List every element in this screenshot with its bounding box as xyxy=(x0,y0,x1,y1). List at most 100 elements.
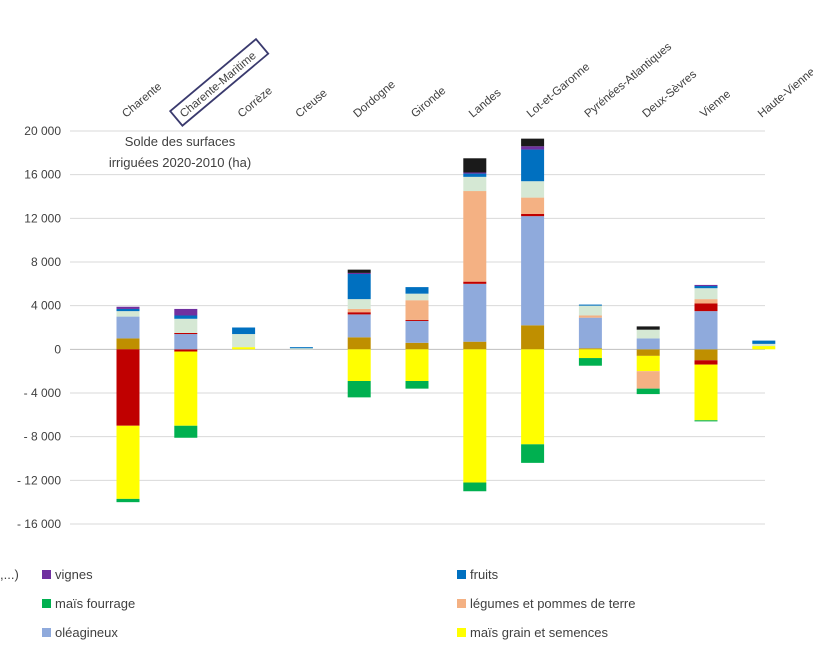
y-tick-label: - 8 000 xyxy=(24,430,62,444)
bar-segment-maraichage xyxy=(347,312,371,315)
y-tick-label: - 16 000 xyxy=(17,517,61,531)
category-label: Landes xyxy=(467,87,504,121)
legend-item-legumes: légumes et pommes de terre xyxy=(457,596,635,611)
bar-segment-mais_fourrage xyxy=(405,380,429,389)
bar-segment-mais_fourrage xyxy=(521,444,545,463)
bar-segment-mais_grain xyxy=(174,351,198,426)
bar-segment-ble xyxy=(116,338,140,350)
bar-segment-fruits xyxy=(578,304,602,306)
bar-segment-autres xyxy=(463,158,487,173)
y-tick-label: 0 xyxy=(54,342,61,356)
bar-segment-mais_grain xyxy=(405,349,429,381)
bar-segment-mais_fourrage xyxy=(116,498,140,503)
bar-segment-prairies xyxy=(636,329,660,339)
legend-swatch xyxy=(457,628,466,637)
legend-item-oleagineux: oléagineux xyxy=(42,625,118,640)
legend-swatch xyxy=(457,599,466,608)
category-label: Gironde xyxy=(409,85,448,120)
highlight-box xyxy=(168,37,270,127)
bar-segment-vignes xyxy=(116,306,140,309)
bar-segment-maraichage xyxy=(463,281,487,284)
bar-segment-vignes xyxy=(174,308,198,316)
category-label: Corrèze xyxy=(236,85,275,120)
y-tick-label: 20 000 xyxy=(24,124,61,138)
bar-segment-prairies xyxy=(347,299,371,309)
legend-label: fruits xyxy=(470,567,499,582)
bar-segment-oleagineux xyxy=(116,316,140,339)
legend-item-mais-fourrage: maïs fourrage xyxy=(42,596,135,611)
bar-segment-fruits xyxy=(694,286,718,289)
category-label: Vienne xyxy=(698,88,733,120)
legend-label: ,...) xyxy=(0,567,19,582)
legend-item-truncated: ,...) xyxy=(0,567,19,582)
legend-item-mais-grain: maïs grain et semences xyxy=(457,625,608,640)
legend-item-fruits: fruits xyxy=(457,567,498,582)
bar-segment-oleagineux xyxy=(694,311,718,350)
bar-segment-oleagineux xyxy=(578,317,602,349)
bar-segment-oleagineux xyxy=(347,314,371,338)
bar-segment-fruits xyxy=(174,315,198,319)
chart-annotation: Solde des surfaces xyxy=(125,134,236,149)
bar-segment-prairies xyxy=(578,305,602,316)
bar-segment-prairies xyxy=(521,181,545,198)
bar-segment-maraichage xyxy=(405,319,429,321)
bar-segment-oleagineux xyxy=(636,338,660,350)
legend-label: vignes xyxy=(55,567,93,582)
bar-segment-vignes xyxy=(694,284,718,287)
bar-segment-prairies xyxy=(232,334,256,348)
bar-segment-mais_grain xyxy=(463,349,487,483)
legend-swatch xyxy=(42,570,51,579)
bar-segment-legumes xyxy=(578,315,602,318)
bar-segment-mais_grain xyxy=(232,347,256,350)
bar-segment-mais_grain xyxy=(521,349,545,445)
bar-segment-autres xyxy=(521,138,545,147)
highlight-rect xyxy=(168,37,270,127)
legend-label: légumes et pommes de terre xyxy=(470,596,636,611)
bar-segment-mais_fourrage xyxy=(636,388,660,395)
legend-swatch xyxy=(42,628,51,637)
category-label: Creuse xyxy=(294,87,330,120)
category-label: Charente xyxy=(120,81,164,121)
bar-segment-mais_fourrage xyxy=(174,425,198,438)
legend: ,...) vignes fruits maïs fourrage légume… xyxy=(0,563,813,643)
y-tick-label: 12 000 xyxy=(24,211,61,225)
bar-segment-prairies xyxy=(463,176,487,192)
bar-segment-autres xyxy=(636,326,660,330)
chart-annotation: irriguées 2020-2010 (ha) xyxy=(109,155,251,170)
bar-segment-ble xyxy=(636,349,660,356)
bar-segment-mais_grain xyxy=(347,349,371,381)
bar-segment-oleagineux xyxy=(174,334,198,350)
bar-segment-maraichage xyxy=(521,213,545,217)
category-label: Dordogne xyxy=(351,79,397,121)
bar-segment-fruits xyxy=(232,327,256,335)
y-tick-label: - 4 000 xyxy=(24,386,62,400)
bar-segment-fruits xyxy=(289,347,313,349)
bar-segment-mais_grain xyxy=(694,364,718,421)
bar-segment-maraichage xyxy=(694,303,718,312)
y-tick-label: 8 000 xyxy=(31,255,61,269)
bar-segment-ble xyxy=(578,348,602,350)
y-tick-label: 16 000 xyxy=(24,168,61,182)
bar-segment-fruits xyxy=(116,308,140,312)
bar-segment-vignes xyxy=(463,172,487,174)
bar-segment-ble xyxy=(347,337,371,350)
legend-item-vignes: vignes xyxy=(42,567,93,582)
legend-swatch xyxy=(457,570,466,579)
legend-swatch xyxy=(42,599,51,608)
bar-segment-maraichage xyxy=(174,332,198,335)
bar-segment-ble xyxy=(405,342,429,350)
bar-segment-ble xyxy=(463,341,487,350)
bar-segment-ble xyxy=(521,325,545,350)
bar-segment-prairies xyxy=(289,348,313,350)
bar-segment-vignes xyxy=(347,272,371,275)
legend-label: oléagineux xyxy=(55,625,118,640)
bar-segment-mais_grain xyxy=(578,349,602,359)
bar-segment-autres xyxy=(347,269,371,273)
bar-segment-fruits xyxy=(405,287,429,294)
bar-segment-fruits xyxy=(752,340,776,344)
bar-segment-prairies xyxy=(174,318,198,333)
bar-segment-sorgho xyxy=(116,349,140,426)
bar-segment-oleagineux xyxy=(463,283,487,342)
bar-segment-prairies xyxy=(116,311,140,317)
